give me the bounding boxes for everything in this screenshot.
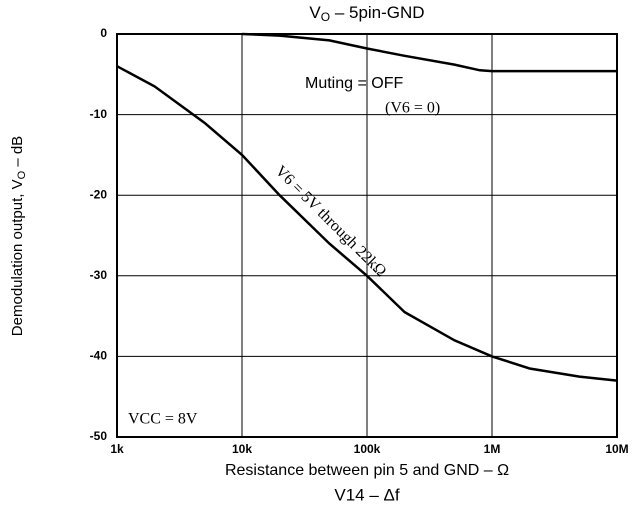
ylabel-part: Demodulation output, V [9, 179, 26, 336]
annotation: Muting = OFF [305, 75, 403, 92]
y-tick-label: -10 [90, 107, 108, 121]
y-tick-label: -50 [90, 429, 108, 443]
curve [241, 32, 617, 73]
y-tick-label: -20 [90, 187, 108, 201]
title-sub: O [321, 10, 330, 24]
x-tick-label: 1k [110, 442, 124, 456]
ylabel-sub: O [16, 170, 28, 179]
curve [116, 65, 618, 382]
annotation: V6 = 5V through 22kΩ [272, 163, 390, 281]
y-axis-label: Demodulation output, VO – dB [9, 136, 28, 336]
ylabel-part: – dB [9, 136, 26, 171]
x-tick-label: 1M [484, 442, 501, 456]
annotation: VCC = 8V [128, 411, 198, 428]
y-tick-label: -40 [90, 349, 108, 363]
chart-title: VO – 5pin-GND [309, 3, 424, 24]
x-tick-label: 10k [232, 442, 252, 456]
next-title: V14 – Δf [334, 485, 400, 504]
title-part: – 5pin-GND [330, 3, 424, 22]
x-tick-label: 10M [605, 442, 628, 456]
y-tick-label: 0 [100, 26, 107, 40]
x-axis-label: Resistance between pin 5 and GND – Ω [225, 462, 509, 479]
annotation: (V6 = 0) [385, 100, 440, 117]
title-part: V [309, 3, 321, 22]
y-tick-label: -30 [90, 268, 108, 282]
plot-frame [116, 33, 618, 438]
x-tick-label: 100k [354, 442, 381, 456]
